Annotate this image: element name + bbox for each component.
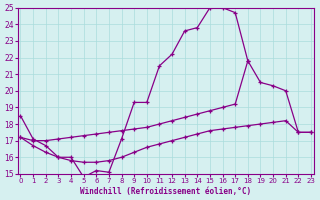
X-axis label: Windchill (Refroidissement éolien,°C): Windchill (Refroidissement éolien,°C) bbox=[80, 187, 251, 196]
